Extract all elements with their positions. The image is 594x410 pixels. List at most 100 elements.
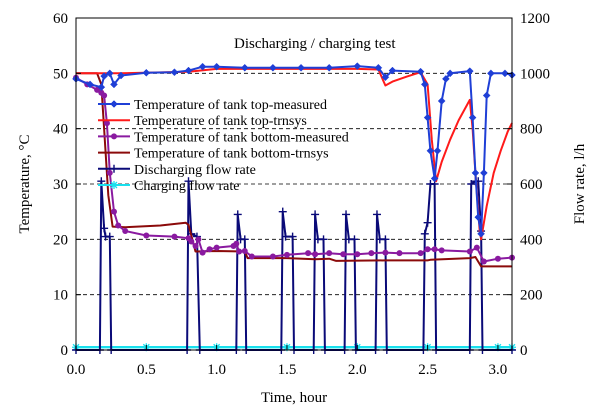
legend-marker-0 [110, 100, 118, 108]
series-2-point-7 [110, 208, 117, 215]
series-2-point-31 [368, 250, 375, 257]
series-0-point-37 [501, 69, 509, 78]
y2-tick-label-4: 800 [520, 122, 543, 138]
series-0-point-23 [426, 146, 435, 155]
x-tick-label-6: 3.0 [489, 362, 508, 378]
series-4-point-30 [350, 235, 359, 244]
series-2-point-17 [206, 246, 213, 253]
series-0-point-36 [487, 69, 495, 78]
series-0-point-27 [442, 75, 450, 83]
series-0-point-22 [423, 113, 432, 122]
y2-tick-label-1: 200 [520, 288, 543, 304]
series-4-point-3 [100, 224, 109, 233]
series-0-point-33 [477, 229, 485, 238]
series-4-point-18 [278, 207, 287, 216]
series-0-point-15 [325, 63, 334, 72]
series-0-point-24 [430, 174, 439, 183]
series-0-point-20 [416, 67, 425, 76]
y-tick-label-1: 10 [53, 288, 68, 304]
series-0-point-13 [269, 63, 277, 72]
series-0-point-4 [105, 69, 114, 78]
y-tick-label-6: 60 [53, 11, 68, 27]
series-layer [72, 62, 516, 354]
series-4-point-15 [240, 235, 249, 244]
legend-label-0: Temperature of tank top-measured [134, 98, 327, 113]
series-2-point-40 [480, 258, 487, 265]
series-2-point-6 [106, 169, 113, 176]
series-0-point-30 [468, 113, 477, 122]
x-tick-label-2: 1.0 [207, 362, 226, 378]
series-2-point-11 [171, 233, 178, 240]
series-4-point-8 [184, 177, 193, 186]
y-tick-label-5: 50 [53, 66, 68, 82]
series-0-point-3 [100, 72, 108, 80]
y2-axis-title: Flow rate, l/h [572, 143, 588, 224]
series-2-point-30 [354, 251, 361, 258]
series-2-point-14 [192, 242, 199, 249]
series-0-point-28 [446, 69, 454, 78]
series-2-point-27 [312, 251, 319, 258]
series-2-point-41 [494, 255, 501, 262]
y-tick-label-0: 0 [61, 343, 69, 359]
y-tick-label-3: 30 [53, 177, 68, 193]
y2-tick-label-0: 0 [520, 343, 528, 359]
x-tick-label-4: 2.0 [348, 362, 367, 378]
series-2-point-39 [473, 244, 480, 251]
series-0-point-9 [184, 66, 193, 75]
series-2-point-24 [269, 253, 276, 260]
series-2-point-4 [101, 92, 108, 99]
series-2-point-33 [396, 250, 403, 257]
x-tick-label-1: 0.5 [137, 362, 156, 378]
legend-marker-5 [110, 181, 118, 189]
series-4-point-25 [319, 235, 328, 244]
series-2-point-38 [466, 248, 473, 255]
series-0-point-14 [297, 63, 305, 72]
series-0-point-19 [388, 66, 397, 75]
series-4-point-20 [288, 232, 297, 241]
y2-tick-label-2: 400 [520, 232, 543, 248]
legend-label-2: Temperature of tank bottom-measured [134, 130, 349, 145]
y2-tick-label-6: 1200 [520, 11, 550, 27]
series-4-point-19 [281, 232, 290, 241]
series-4-point-38 [420, 229, 429, 238]
series-2-point-13 [188, 238, 195, 245]
series-4-point-44 [467, 180, 476, 188]
y2-tick-label-3: 600 [520, 177, 543, 193]
series-2-point-35 [424, 246, 431, 253]
series-1 [76, 67, 513, 241]
series-0-point-10 [198, 62, 207, 71]
series-4-point-39 [423, 218, 432, 227]
series-2-point-34 [417, 250, 424, 257]
series-0-point-16 [353, 62, 362, 70]
chart-annotation: Discharging / charging test [234, 36, 396, 52]
x-tick-label-0: 0.0 [67, 362, 86, 378]
series-2-point-25 [283, 251, 290, 258]
series-2-point-36 [431, 246, 438, 253]
series-4-point-35 [381, 235, 390, 244]
series-2-point-8 [115, 222, 122, 229]
legend-label-4: Discharging flow rate [134, 163, 256, 178]
y-tick-label-4: 40 [53, 122, 68, 138]
series-0-point-12 [240, 63, 249, 72]
series-2-point-10 [143, 232, 150, 239]
series-0-point-2 [97, 83, 106, 92]
series-2-point-18 [213, 244, 220, 251]
legend-label-5: Charging flow rate [134, 179, 240, 194]
series-2-point-21 [236, 248, 243, 255]
series-0-point-11 [212, 62, 221, 71]
series-0-point-1 [86, 80, 94, 89]
series-0-point-17 [374, 63, 383, 72]
series-2-point-20 [233, 240, 240, 247]
series-2-point-23 [248, 253, 255, 260]
series-0-point-31 [471, 169, 480, 177]
series-2-point-15 [195, 236, 202, 243]
series-0-point-32 [474, 213, 483, 222]
series-0-point-29 [465, 67, 474, 75]
x-axis-title: Time, hour [261, 390, 327, 406]
series-0 [72, 62, 516, 238]
y2-tick-label-5: 1000 [520, 66, 550, 82]
series-4-point-28 [342, 210, 351, 219]
series-2-point-22 [241, 247, 248, 254]
